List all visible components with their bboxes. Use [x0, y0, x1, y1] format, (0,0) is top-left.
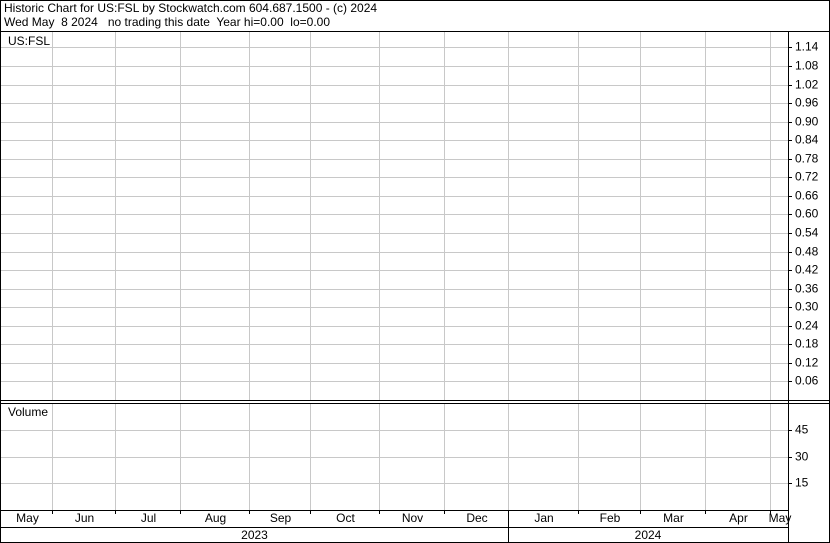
- x-tick-label: Jul: [141, 511, 156, 525]
- chart-subtitle: Wed May 8 2024 no trading this date Year…: [4, 15, 330, 29]
- chart-title: Historic Chart for US:FSL by Stockwatch.…: [4, 1, 377, 15]
- y-tick-label: 0.96: [795, 96, 819, 110]
- x-tick-label: Aug: [205, 511, 226, 525]
- y-tick-label: 0.78: [795, 152, 819, 166]
- x-tick-label: Feb: [600, 511, 621, 525]
- x-tick-label: Jun: [75, 511, 94, 525]
- x-tick-label: Apr: [729, 511, 748, 525]
- x-tick-label: Jan: [534, 511, 553, 525]
- y-tick-label: 0.12: [795, 356, 819, 370]
- y-tick-label: 0.48: [795, 245, 819, 259]
- x-tick-label: Nov: [402, 511, 423, 525]
- y-tick-label: 0.06: [795, 374, 819, 388]
- x-tick-label: May: [769, 511, 792, 525]
- y-tick-label: 15: [795, 476, 809, 490]
- y-tick-label: 0.30: [795, 300, 819, 314]
- x-tick-label: Mar: [663, 511, 684, 525]
- y-tick-label: 1.02: [795, 78, 819, 92]
- y-tick-label: 0.72: [795, 170, 819, 184]
- y-tick-label: 0.90: [795, 115, 819, 129]
- grid-layer: [1, 32, 788, 510]
- year-label: 2023: [241, 528, 268, 542]
- y-tick-label: 45: [795, 423, 809, 437]
- y-tick-label: 0.54: [795, 226, 819, 240]
- y-tick-label: 1.08: [795, 59, 819, 73]
- x-tick-label: May: [16, 511, 39, 525]
- y-tick-label: 1.14: [795, 40, 819, 54]
- panel-label: US:FSL: [8, 34, 50, 48]
- y-tick-label: 0.66: [795, 189, 819, 203]
- year-label: 2024: [635, 528, 662, 542]
- y-tick-label: 0.60: [795, 207, 819, 221]
- y-tick-label: 0.36: [795, 282, 819, 296]
- panel-label: Volume: [8, 405, 48, 419]
- x-tick-label: Oct: [336, 511, 355, 525]
- y-tick-label: 0.18: [795, 337, 819, 351]
- y-tick-label: 30: [795, 450, 809, 464]
- y-tick-label: 0.84: [795, 133, 819, 147]
- y-tick-label: 0.42: [795, 263, 819, 277]
- x-tick-label: Sep: [270, 511, 292, 525]
- y-tick-label: 0.24: [795, 319, 819, 333]
- x-tick-label: Dec: [466, 511, 487, 525]
